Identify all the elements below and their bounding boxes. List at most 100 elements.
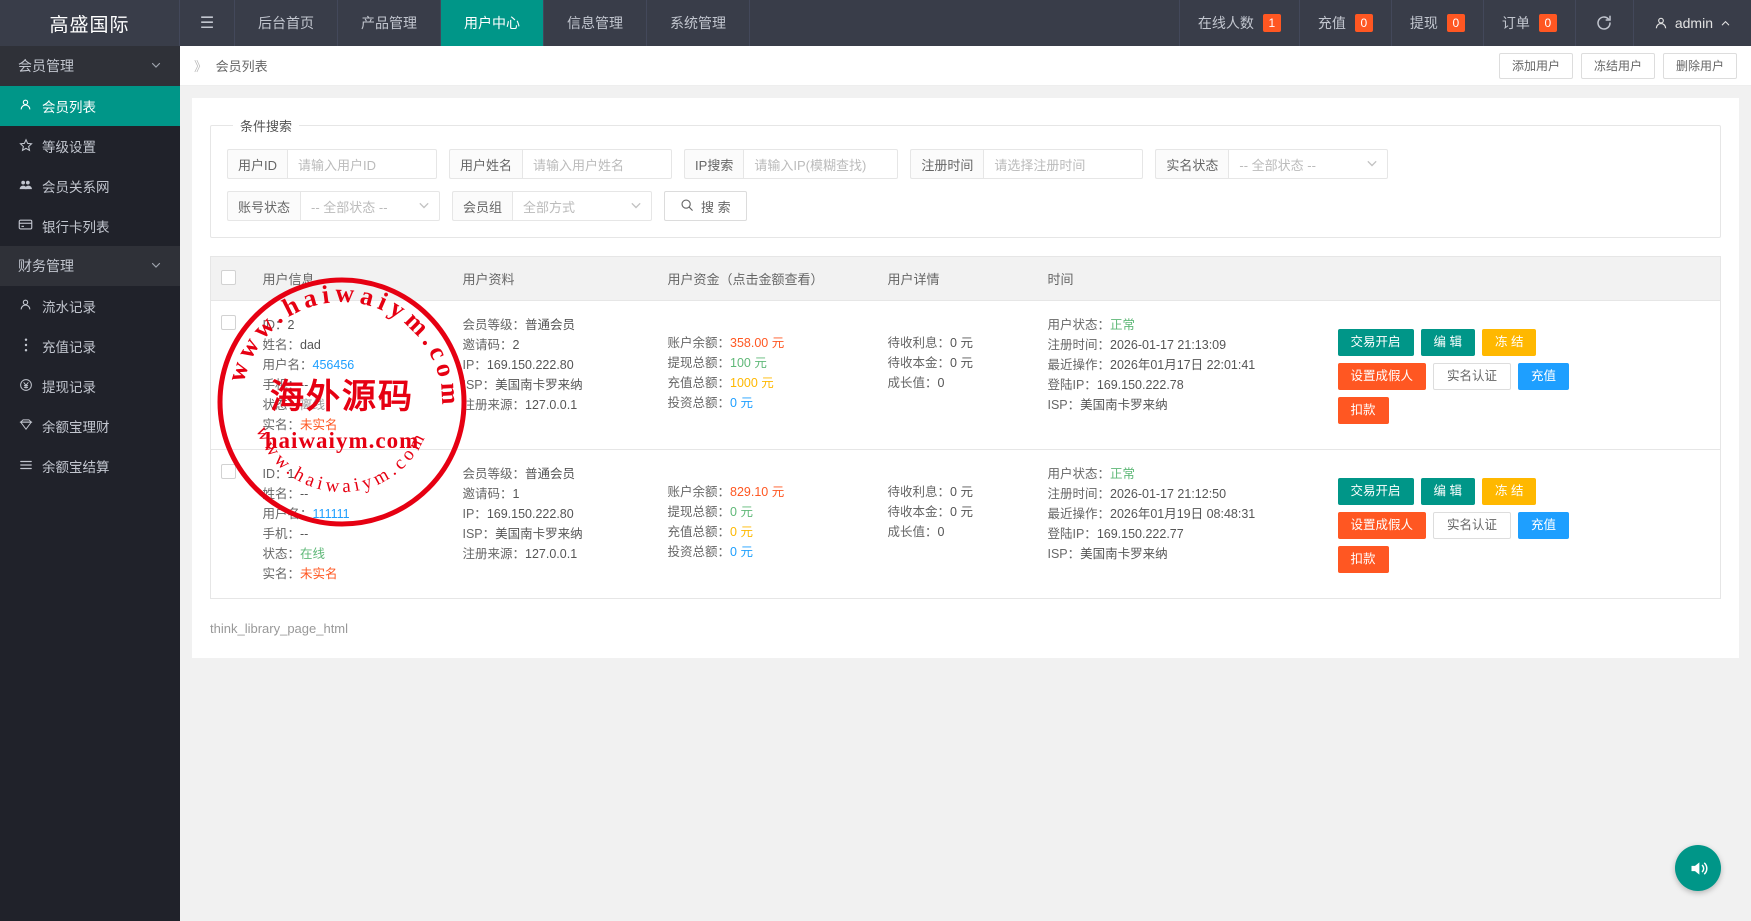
diamond-icon	[18, 418, 33, 434]
sidebar-item-yuebao-wealth[interactable]: 余额宝理财	[0, 406, 180, 446]
list-icon	[18, 459, 33, 474]
sidebar-item-recharge-records-label: 充值记录	[42, 340, 96, 355]
time-value: 2026-01-17 21:12:50	[1110, 487, 1227, 501]
freeze-user-button[interactable]: 冻结用户	[1580, 53, 1655, 79]
funds-value[interactable]: 358.00 元	[730, 336, 785, 350]
funds-line: 提现总额：0 元	[668, 502, 868, 522]
nav-item-products[interactable]: 产品管理	[338, 0, 441, 46]
deduct-button[interactable]: 扣款	[1337, 546, 1389, 573]
sidebar-item-bank-cards[interactable]: 银行卡列表	[0, 206, 180, 246]
stat-online-users-badge: 1	[1262, 14, 1281, 32]
funds-value[interactable]: 0 元	[730, 505, 753, 519]
sidebar-item-withdraw-records[interactable]: 提现记录	[0, 366, 180, 406]
ip-search-input[interactable]: 请输入IP(模糊查找)	[743, 149, 899, 179]
register-time-input[interactable]: 请选择注册时间	[983, 149, 1144, 179]
profile-line: 邀请码：2	[463, 335, 648, 355]
info-key: 用户名：	[262, 507, 313, 521]
sidebar-group-member[interactable]: 会员管理	[0, 46, 180, 86]
time-key: 最近操作：	[1047, 507, 1111, 521]
members-table-head: 用户信息 用户资料 用户资金（点击金额查看） 用户详情 时间	[210, 256, 1721, 301]
info-value[interactable]: 111111	[312, 507, 350, 521]
freeze-button[interactable]: 冻 结	[1482, 329, 1537, 356]
realname-status-value: -- 全部状态 --	[1239, 157, 1316, 173]
profile-value: 1	[512, 487, 520, 501]
funds-value[interactable]: 0 元	[730, 396, 753, 410]
detail-value: 0	[937, 525, 945, 539]
sidebar-item-recharge-records[interactable]: 充值记录	[0, 326, 180, 366]
sidebar-group-finance[interactable]: 财务管理	[0, 246, 180, 286]
funds-key: 投资总额：	[667, 545, 731, 559]
funds-value[interactable]: 0 元	[730, 545, 753, 559]
user-name-input[interactable]: 请输入用户姓名	[522, 149, 673, 179]
app-logo[interactable]: 高盛国际	[0, 0, 180, 46]
profile-key: IP：	[462, 507, 487, 521]
nav-item-user-center[interactable]: 用户中心	[441, 0, 544, 46]
stat-recharge-label: 充值	[1317, 15, 1346, 31]
profile-key: 邀请码：	[462, 487, 513, 501]
nav-item-info[interactable]: 信息管理	[544, 0, 647, 46]
cell-user-detail: 待收利息：0 元 待收本金：0 元 成长值：0	[877, 300, 1038, 450]
members-table-body: ID：2 姓名：dad 用户名：456456 手机：-- 状态：离线 实名：未实…	[210, 300, 1721, 599]
time-value: 2026年01月19日 08:48:31	[1110, 507, 1256, 521]
stat-online-users[interactable]: 在线人数 1	[1180, 0, 1300, 46]
nav-item-home[interactable]: 后台首页	[235, 0, 338, 46]
time-key: ISP：	[1047, 547, 1081, 561]
row-checkbox[interactable]	[221, 464, 236, 479]
funds-value[interactable]: 829.10 元	[730, 485, 785, 499]
trade-enable-button[interactable]: 交易开启	[1337, 478, 1414, 505]
search-button[interactable]: 搜 索	[664, 191, 747, 221]
detail-key: 成长值：	[887, 525, 938, 539]
realname-status-select[interactable]: -- 全部状态 --	[1228, 149, 1389, 179]
profile-line: IP：169.150.222.80	[463, 355, 648, 375]
deduct-button[interactable]: 扣款	[1337, 397, 1389, 424]
info-value[interactable]: 456456	[312, 358, 355, 372]
info-line: 手机：--	[263, 375, 443, 395]
filter-realname-status: 实名状态 -- 全部状态 --	[1155, 149, 1389, 179]
info-value: 未实名	[300, 567, 338, 581]
stat-withdraw[interactable]: 提现 0	[1392, 0, 1484, 46]
sidebar-item-relationship-network[interactable]: 会员关系网	[0, 166, 180, 206]
row-action-buttons: 交易开启 编 辑 冻 结 设置成假人 实名认证 充值 扣款	[1337, 329, 1573, 424]
detail-key: 待收利息：	[887, 336, 951, 350]
set-fake-user-button[interactable]: 设置成假人	[1337, 512, 1427, 539]
funds-value[interactable]: 1000 元	[730, 376, 774, 390]
stat-recharge[interactable]: 充值 0	[1300, 0, 1392, 46]
funds-key: 账户余额：	[667, 336, 731, 350]
add-user-button[interactable]: 添加用户	[1498, 53, 1573, 79]
trade-enable-button[interactable]: 交易开启	[1337, 329, 1414, 356]
account-status-select[interactable]: -- 全部状态 --	[300, 191, 441, 221]
time-value: 2026年01月17日 22:01:41	[1110, 358, 1256, 372]
sidebar-item-member-list[interactable]: 会员列表	[0, 86, 180, 126]
realname-verify-button[interactable]: 实名认证	[1433, 363, 1512, 390]
funds-value[interactable]: 0 元	[730, 525, 753, 539]
refresh-icon[interactable]	[1576, 0, 1634, 46]
edit-button[interactable]: 编 辑	[1420, 478, 1475, 505]
user-menu[interactable]: admin	[1634, 0, 1751, 46]
select-all-checkbox[interactable]	[221, 269, 236, 285]
sidebar-item-level-settings[interactable]: 等级设置	[0, 126, 180, 166]
sidebar-item-yuebao-settlement[interactable]: 余额宝结算	[0, 446, 180, 486]
sidebar-item-transaction-records[interactable]: 流水记录	[0, 286, 180, 326]
recharge-button[interactable]: 充值	[1518, 512, 1570, 539]
member-group-select[interactable]: 全部方式	[512, 191, 653, 221]
breadcrumb: 》 会员列表	[194, 56, 268, 75]
member-group-value: 全部方式	[523, 199, 576, 215]
detail-line: 成长值：0	[888, 522, 1028, 542]
row-checkbox[interactable]	[221, 315, 236, 330]
time-value: 169.150.222.77	[1096, 527, 1184, 541]
user-id-input[interactable]: 请输入用户ID	[287, 149, 438, 179]
sound-toggle-button[interactable]	[1675, 845, 1721, 891]
delete-user-button[interactable]: 删除用户	[1662, 53, 1737, 79]
stat-orders[interactable]: 订单 0	[1484, 0, 1576, 46]
realname-verify-button[interactable]: 实名认证	[1433, 512, 1512, 539]
recharge-button[interactable]: 充值	[1518, 363, 1570, 390]
freeze-button[interactable]: 冻 结	[1482, 478, 1537, 505]
funds-value[interactable]: 100 元	[730, 356, 767, 370]
set-fake-user-button[interactable]: 设置成假人	[1337, 363, 1427, 390]
profile-key: IP：	[462, 358, 487, 372]
nav-item-system[interactable]: 系统管理	[647, 0, 750, 46]
info-value: --	[300, 487, 309, 501]
sidebar-toggle-icon[interactable]: ☰	[180, 0, 235, 46]
edit-button[interactable]: 编 辑	[1420, 329, 1475, 356]
sidebar-item-relationship-network-label: 会员关系网	[42, 180, 110, 195]
